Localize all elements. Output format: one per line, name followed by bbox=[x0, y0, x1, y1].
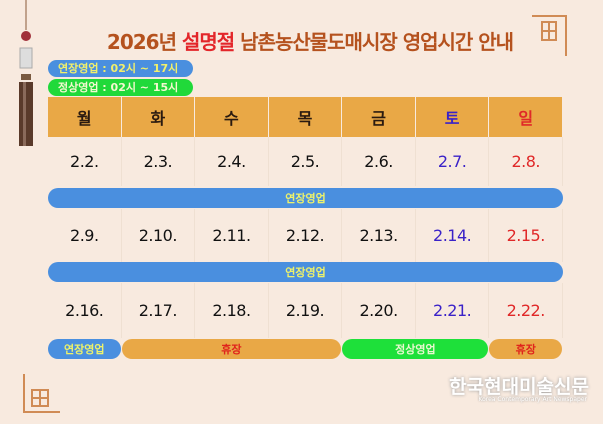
closed-bar: 휴장 bbox=[121, 339, 342, 359]
extended-hours-bar: 연장영업 bbox=[48, 339, 121, 359]
date-cell: 2.20. bbox=[342, 283, 416, 338]
watermark-subtitle: Korea Contemporary Art Newspaper bbox=[478, 396, 587, 403]
date-cell: 2.4. bbox=[195, 137, 269, 186]
date-cell: 2.10. bbox=[122, 209, 196, 262]
date-cell: 2.12. bbox=[269, 209, 343, 262]
date-cell: 2.22. bbox=[489, 283, 563, 338]
weekday-header: 일 bbox=[489, 97, 563, 137]
date-cell: 2.17. bbox=[122, 283, 196, 338]
weekday-header: 월 bbox=[48, 97, 122, 137]
date-cell: 2.5. bbox=[269, 137, 343, 186]
title-rest: 남촌농산물도매시장 영업시간 안내 bbox=[240, 30, 514, 54]
date-cell: 2.2. bbox=[48, 137, 122, 186]
extended-hours-bar: 연장영업 bbox=[48, 188, 563, 208]
page-title: 2026년 설명절 남촌농산물도매시장 영업시간 안내 bbox=[60, 26, 560, 55]
corner-pattern-icon bbox=[23, 374, 60, 413]
date-cell: 2.15. bbox=[489, 209, 563, 262]
date-cell: 2.8. bbox=[489, 137, 563, 186]
date-cell: 2.16. bbox=[48, 283, 122, 338]
legend-normal-hours: 정상영업 : 02시 ~ 15시 bbox=[48, 79, 193, 96]
corner-pattern-icon bbox=[532, 15, 567, 56]
title-highlight: 설명절 bbox=[181, 30, 235, 54]
extended-hours-bar: 연장영업 bbox=[48, 262, 563, 282]
norigae-ornament-icon bbox=[19, 0, 33, 146]
closed-bar: 휴장 bbox=[489, 339, 562, 359]
date-cell: 2.21. bbox=[416, 283, 490, 338]
date-cell: 2.6. bbox=[342, 137, 416, 186]
date-cell: 2.11. bbox=[195, 209, 269, 262]
weekday-header: 금 bbox=[342, 97, 416, 137]
legend-extended-hours: 연장영업 : 02시 ~ 17시 bbox=[48, 60, 193, 77]
weekday-header: 수 bbox=[195, 97, 269, 137]
weekday-header: 목 bbox=[268, 97, 343, 137]
date-cell: 2.13. bbox=[342, 209, 416, 262]
date-cell: 2.7. bbox=[416, 137, 490, 186]
normal-hours-bar: 정상영업 bbox=[342, 339, 489, 359]
date-cell: 2.18. bbox=[195, 283, 269, 338]
date-cell: 2.3. bbox=[122, 137, 196, 186]
date-cell: 2.14. bbox=[416, 209, 490, 262]
date-cell: 2.19. bbox=[269, 283, 343, 338]
weekday-header: 토 bbox=[415, 97, 490, 137]
date-cell: 2.9. bbox=[48, 209, 122, 262]
weekday-header: 화 bbox=[121, 97, 196, 137]
watermark-logo: 한국현대미술신문 bbox=[449, 376, 589, 398]
title-year: 2026년 bbox=[106, 30, 177, 54]
